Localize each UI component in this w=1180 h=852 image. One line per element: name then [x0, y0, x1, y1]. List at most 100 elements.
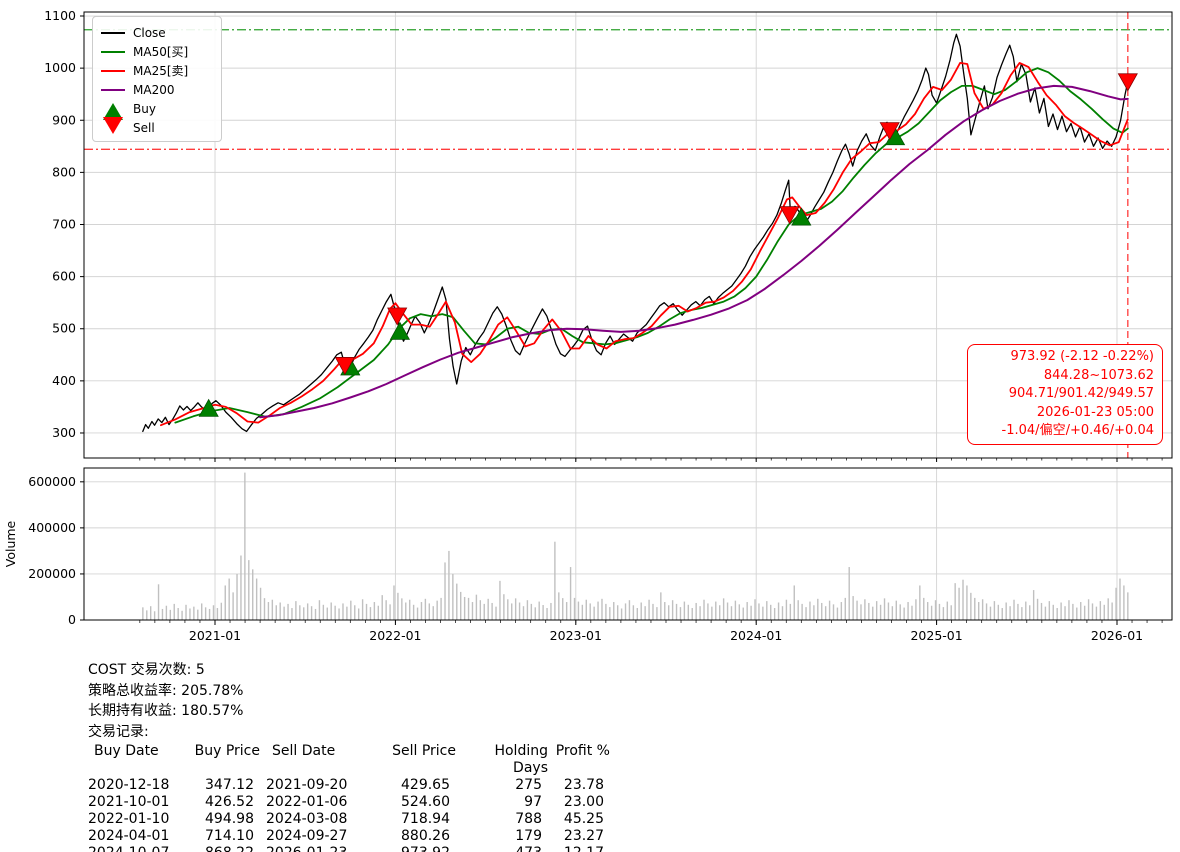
legend-label: MA25[卖] — [133, 64, 189, 78]
trade-cell: 2024-04-01 — [88, 828, 170, 844]
ma25-line — [159, 62, 1129, 427]
trade-cell — [254, 777, 266, 794]
price-volume-chart: 300 400 500 600 700 800 900 1000 1100 0 200000 4000… — [3, 8, 1173, 643]
legend-label: Sell — [133, 120, 155, 135]
trade-cell: 97 — [524, 794, 542, 810]
trade-cell: 2024-09-27 — [266, 828, 348, 844]
close-line-icon — [101, 31, 125, 34]
trade-cell: 2024-10-07 — [88, 845, 188, 852]
sell-marker — [387, 307, 408, 326]
legend-item-sell: Sell — [101, 117, 213, 137]
trade-records-label: 交易记录: — [88, 723, 149, 740]
trade-table-header: Buy Date Buy Price Sell Date Sell Price … — [88, 743, 610, 777]
annotation-ma-line: 904.71/901.42/949.57 — [1008, 386, 1154, 401]
trade-row: 2024-04-01 714.10 2024-09-27 880.26 179 23.27 — [88, 828, 610, 845]
sell-marker — [1117, 73, 1138, 92]
axis-ticks: 300 400 500 600 700 800 900 1000 1100 0 200000 4000… — [28, 8, 1163, 643]
date-tick-label: 2021-01 — [189, 628, 241, 643]
trade-cell: 426.52 — [205, 794, 254, 810]
volume-axis-title: Volume — [3, 520, 18, 567]
legend-item-ma50: MA50[买] — [101, 42, 213, 61]
price-tick-label: 800 — [52, 164, 76, 179]
trade-cell: 714.10 — [205, 828, 254, 844]
trade-cell: 429.65 — [401, 777, 450, 793]
annotation-range-line: 844.28~1073.62 — [1043, 367, 1154, 383]
trade-cell: 23.78 — [563, 777, 604, 793]
col-buy-price: Buy Price — [194, 743, 260, 759]
col-holding-days: Holding Days — [494, 743, 548, 776]
strategy-stats-block: COST 交易次数: 5 策略总收益率: 205.78% 长期持有收益: 180… — [88, 660, 610, 852]
trade-cell: 868.22 — [188, 845, 254, 852]
trade-cell: 973.92 — [366, 845, 450, 852]
legend-label: Buy — [133, 101, 156, 116]
ma50-line — [174, 67, 1129, 424]
date-tick-label: 2022-01 — [369, 628, 421, 643]
trade-table-body: 2020-12-18 347.12 2021-09-20 429.65 275 23.78… — [88, 777, 610, 852]
sell-triangle-icon — [101, 117, 125, 134]
chart-legend: Close MA50[买] MA25[卖] MA200 Buy Sell — [92, 16, 222, 142]
trade-cell: 2026-01-23 — [266, 845, 366, 852]
legend-item-close: Close — [101, 23, 213, 42]
legend-item-ma200: MA200 — [101, 80, 213, 99]
price-tick-label: 400 — [52, 373, 76, 388]
legend-label: MA50[买] — [133, 45, 189, 59]
buy-marker — [198, 398, 219, 417]
date-tick-label: 2023-01 — [550, 628, 602, 643]
volume-tick-label: 600000 — [28, 474, 76, 489]
trade-cell: 2020-12-18 — [88, 777, 170, 793]
volume-tick-label: 200000 — [28, 566, 76, 581]
trade-cell: 12.17 — [542, 845, 604, 852]
price-tick-label: 700 — [52, 216, 76, 231]
trade-cell: 473 — [450, 845, 542, 852]
volume-gridlines — [84, 468, 1172, 621]
trade-row: 2020-12-18 347.12 2021-09-20 429.65 275 23.78 — [88, 777, 610, 794]
band-lines — [84, 12, 1172, 458]
col-sell-date: Sell Date — [272, 743, 336, 759]
price-tick-label: 1000 — [44, 60, 76, 75]
ma25-line-icon — [101, 69, 125, 72]
trade-cell: 718.94 — [401, 811, 450, 827]
trade-cell: 2021-10-01 — [88, 794, 170, 810]
annotation-price-line: 973.92 (-2.12 -0.22%) — [1010, 349, 1154, 364]
ma200-line — [259, 84, 1129, 419]
ma200-line-icon — [101, 88, 125, 91]
sell-marker — [879, 122, 900, 141]
buy-markers — [198, 127, 906, 417]
sell-marker — [779, 206, 800, 225]
buy-triangle-icon — [101, 103, 125, 120]
buy-marker — [791, 207, 812, 226]
col-profit: Profit % — [555, 743, 610, 759]
panel-frames — [83, 11, 1173, 621]
volume-tick-label: 400000 — [28, 520, 76, 535]
price-tick-label: 300 — [52, 425, 76, 440]
price-gridlines — [84, 12, 1172, 458]
trade-cell: 2022-01-10 — [88, 811, 170, 827]
legend-item-buy: Buy — [101, 99, 213, 120]
volume-bars — [142, 472, 1129, 620]
sell-markers — [334, 73, 1138, 376]
trade-cell: 45.25 — [563, 811, 604, 827]
date-tick-label: 2024-01 — [730, 628, 782, 643]
trade-cell: 524.60 — [401, 794, 450, 810]
close-line — [142, 33, 1129, 433]
trade-row: 2021-10-01 426.52 2022-01-06 524.60 97 23.00 — [88, 794, 610, 811]
quote-annotation-box: 973.92 (-2.12 -0.22%) 844.28~1073.62 904… — [967, 344, 1163, 445]
col-sell-price: Sell Price — [392, 743, 456, 759]
annotation-bias-line: -1.04/偏空/+0.46/+0.04 — [1001, 423, 1154, 438]
hold-return-line: 长期持有收益: 180.57% — [88, 703, 244, 719]
price-tick-label: 1100 — [44, 8, 76, 23]
legend-label: Close — [133, 25, 166, 40]
trade-count-line: COST 交易次数: 5 — [88, 662, 205, 678]
trade-table: Buy Date Buy Price Sell Date Sell Price … — [88, 743, 610, 852]
date-tick-label: 2026-01 — [1091, 628, 1143, 643]
trade-cell: 2021-09-20 — [266, 777, 348, 793]
trade-cell: 494.98 — [205, 811, 254, 827]
price-tick-label: 900 — [52, 112, 76, 127]
volume-tick-label: 0 — [68, 612, 76, 627]
legend-label: MA200 — [133, 82, 175, 97]
col-buy-date: Buy Date — [94, 743, 159, 759]
trade-row: 2024-10-07868.22 2026-01-23973.9247312.17 — [88, 845, 610, 852]
trade-cell: 23.27 — [563, 828, 604, 844]
trade-cell: 179 — [515, 828, 542, 844]
